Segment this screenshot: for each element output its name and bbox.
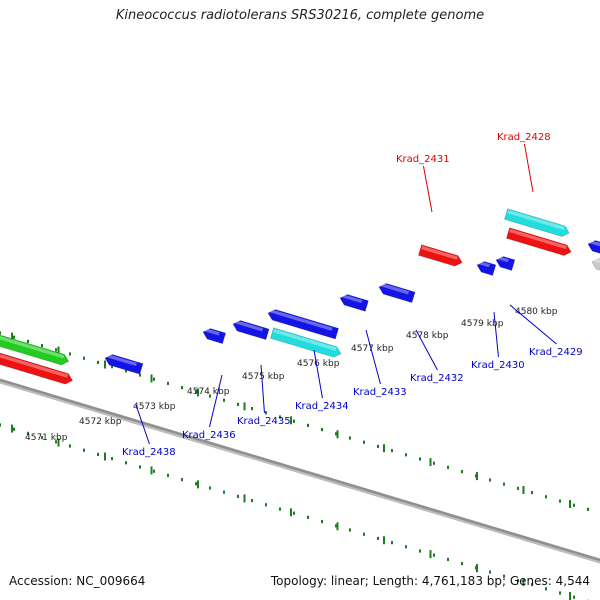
gene-label[interactable]: Krad_2434 [295, 401, 349, 412]
map-title: Kineococcus radiotolerans SRS30216, comp… [115, 8, 485, 23]
blue-feature-right-highlight [589, 239, 600, 247]
blue-feature-2438-shape[interactable] [103, 353, 144, 375]
scale-label: 4580 kbp [515, 307, 558, 317]
red-feature-2428-highlight [509, 228, 567, 250]
green-feature-shape[interactable] [0, 333, 70, 367]
topology-info: Topology: linear; Length: 4,761,183 bp; … [270, 574, 590, 588]
cyan-feature-2434-highlight [273, 328, 337, 351]
gene-label[interactable]: Krad_2433 [353, 387, 407, 398]
blue-feature-2434-shape[interactable] [266, 308, 339, 340]
gene-label-leader [260, 364, 265, 414]
red-feature-left-shape[interactable] [0, 351, 74, 386]
tick-marks [0, 331, 589, 600]
gene-label-leader [493, 311, 499, 358]
gray-feature-right-highlight [593, 257, 600, 265]
blue-feature-2432[interactable] [377, 282, 416, 303]
blue-feature-2433-highlight [341, 293, 363, 304]
blue-feature-2429[interactable] [494, 255, 516, 271]
blue-feature-2436[interactable] [201, 327, 227, 344]
cyan-feature-2428[interactable] [504, 208, 570, 239]
scale-labels: 4571 kbp 4572 kbp 4573 kbp 4574 kbp 4575 kbp… [25, 307, 558, 443]
red-feature-left-highlight [0, 352, 69, 378]
scale-label: 4573 kbp [133, 402, 176, 412]
gene-label[interactable]: Krad_2438 [122, 447, 176, 458]
scale-label: 4574 kbp [187, 387, 230, 397]
gene-label-leader [415, 329, 438, 371]
blue-feature-2433[interactable] [338, 293, 369, 312]
scale-label: 4576 kbp [297, 359, 340, 369]
gene-label-leader [523, 143, 534, 193]
blue-feature-2430[interactable] [475, 260, 497, 276]
blue-feature-2434[interactable] [266, 308, 339, 340]
red-feature-2428-shape[interactable] [506, 227, 572, 258]
blue-feature-2435[interactable] [231, 319, 270, 340]
blue-feature-2438-highlight [106, 353, 137, 367]
gene-label[interactable]: Krad_2436 [182, 430, 236, 441]
red-feature-2431-shape[interactable] [418, 244, 463, 268]
gene-label-leader [509, 304, 557, 345]
blue-feature-2435-shape[interactable] [231, 319, 270, 340]
accession-label: Accession: NC_009664 [9, 574, 146, 588]
blue-feature-2429-shape[interactable] [494, 255, 516, 271]
blue-feature-2430-shape[interactable] [475, 260, 497, 276]
green-feature-highlight [0, 334, 65, 359]
cyan-feature-2428-highlight [507, 209, 565, 231]
blue-feature-2433-shape[interactable] [338, 293, 369, 312]
blue-feature-2432-shape[interactable] [377, 282, 416, 303]
gene-label-leader [135, 404, 150, 445]
red-feature-2428[interactable] [506, 227, 572, 258]
cyan-feature-2434-shape[interactable] [270, 327, 342, 359]
blue-feature-2429-highlight [497, 255, 509, 263]
gray-feature-right-shape[interactable] [590, 257, 600, 274]
cyan-feature-2434[interactable] [270, 327, 342, 359]
gene-label[interactable]: Krad_2430 [471, 360, 525, 371]
gene-label-leader [422, 165, 433, 213]
blue-feature-2436-highlight [204, 327, 220, 336]
blue-feature-2432-highlight [380, 282, 410, 295]
blue-feature-2434-highlight [269, 308, 333, 331]
gene-label[interactable]: Krad_2432 [410, 373, 464, 384]
blue-feature-2438[interactable] [103, 353, 144, 375]
backbone [0, 378, 600, 564]
scale-label: 4575 kbp [242, 372, 285, 382]
scale-label: 4571 kbp [25, 433, 68, 443]
red-feature-left[interactable] [0, 351, 74, 386]
gene-label-leader [365, 329, 381, 385]
blue-feature-2436-shape[interactable] [201, 327, 227, 344]
gene-label[interactable]: Krad_2429 [529, 347, 583, 358]
gene-label-leader [208, 374, 223, 428]
gene-label[interactable]: Krad_2428 [497, 132, 551, 143]
scale-label: 4572 kbp [79, 417, 122, 427]
scale-label: 4577 kbp [351, 344, 394, 354]
blue-feature-2430-highlight [478, 260, 490, 268]
backbone-core [0, 378, 600, 562]
scale-label: 4578 kbp [406, 331, 449, 341]
cyan-feature-2428-shape[interactable] [504, 208, 570, 239]
blue-feature-right-shape[interactable] [586, 239, 600, 256]
red-feature-2431[interactable] [418, 244, 463, 268]
blue-feature-2435-highlight [234, 319, 264, 332]
gene-label[interactable]: Krad_2431 [396, 154, 450, 165]
gene-label[interactable]: Krad_2435 [237, 416, 291, 427]
gray-feature-right[interactable] [590, 257, 600, 274]
scale-label: 4579 kbp [461, 319, 504, 329]
red-feature-2431-highlight [421, 245, 458, 260]
green-feature[interactable] [0, 333, 70, 367]
blue-feature-right[interactable] [586, 239, 600, 256]
gene-label-leader [313, 349, 323, 399]
gene-features[interactable] [0, 208, 600, 386]
